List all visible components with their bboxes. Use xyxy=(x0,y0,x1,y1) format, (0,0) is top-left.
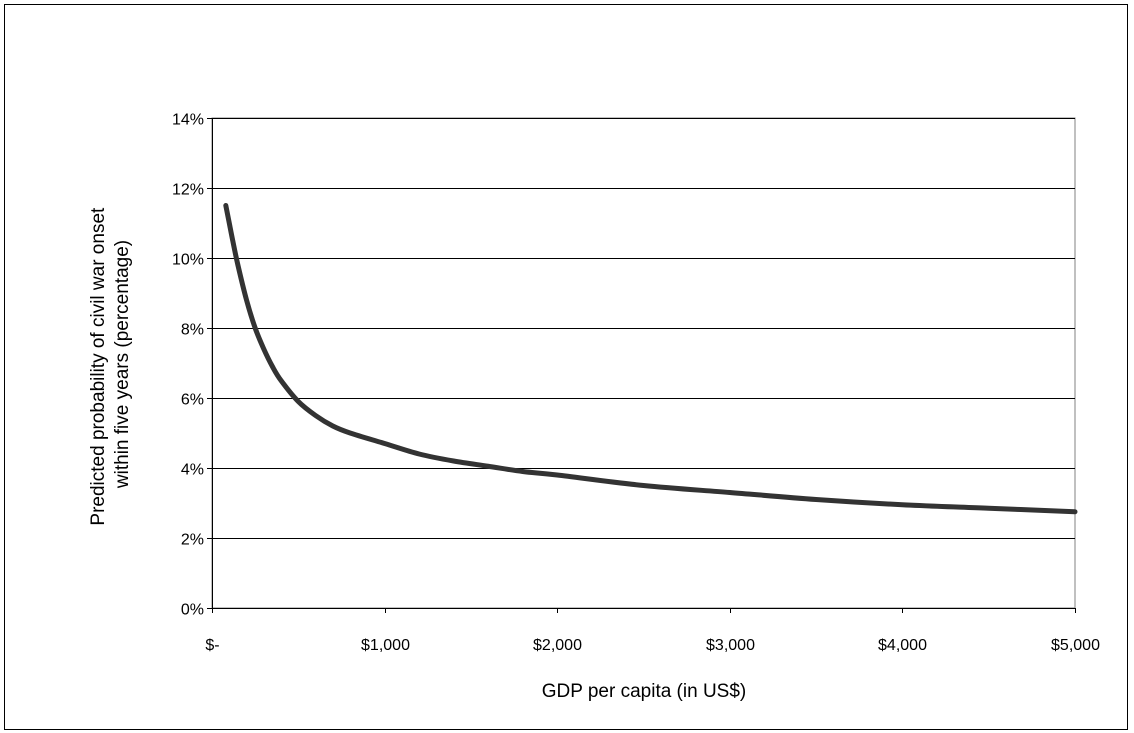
y-tick-label-2: 4% xyxy=(181,462,204,479)
y-tick-label-4: 8% xyxy=(181,322,204,339)
y-tick-label-3: 6% xyxy=(181,392,204,409)
y-axis-title-line-2: within five years (percentage) xyxy=(112,240,133,489)
y-tick-label-7: 14% xyxy=(172,112,204,129)
y-axis-title: Predicted probability of civil war onset… xyxy=(88,202,133,525)
series-layer xyxy=(223,203,1078,515)
x-tick-label-0: $- xyxy=(205,637,219,654)
y-tick-label-1: 2% xyxy=(181,532,204,549)
x-tick-label-3: $3,000 xyxy=(706,637,755,654)
plot-area xyxy=(211,117,1076,609)
y-tick-label-6: 12% xyxy=(172,182,204,199)
x-tick-label-1: $1,000 xyxy=(361,637,410,654)
y-tick-labels: 0% 2% 4% 6% 8% 10% 12% 14% xyxy=(172,112,204,619)
x-axis-title: GDP per capita (in US$) xyxy=(542,681,747,702)
axes xyxy=(207,118,1076,613)
gridlines xyxy=(212,118,1075,539)
plot-area-border xyxy=(211,117,1076,609)
series-line-0 xyxy=(223,203,1078,515)
y-axis-title-line-1: Predicted probability of civil war onset xyxy=(88,207,109,526)
x-tick-label-4: $4,000 xyxy=(878,637,927,654)
x-tick-label-5: $5,000 xyxy=(1051,637,1100,654)
x-tick-label-2: $2,000 xyxy=(533,637,582,654)
y-tick-label-0: 0% xyxy=(181,602,204,619)
x-tick-labels: $- $1,000 $2,000 $3,000 $4,000 $5,000 xyxy=(205,637,1100,654)
y-tick-label-5: 10% xyxy=(172,252,204,269)
